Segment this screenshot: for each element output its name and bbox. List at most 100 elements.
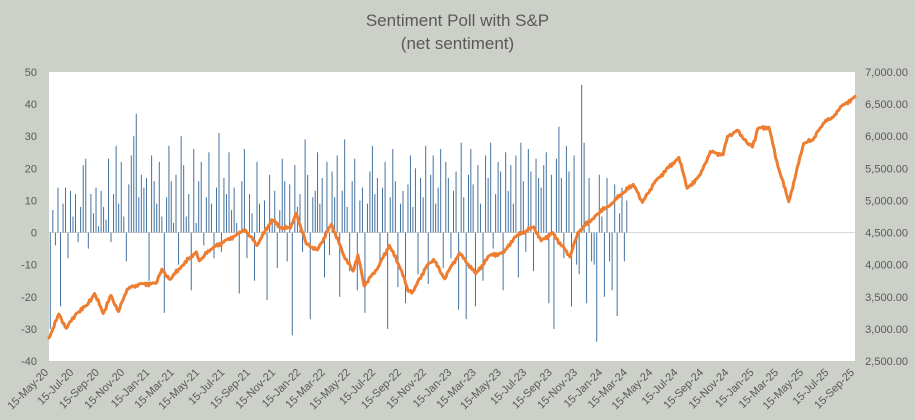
right-axis-tick-label: 6,500.00 [865,99,908,111]
sentiment-bar [153,181,155,233]
sentiment-bar [291,232,293,336]
left-axis-tick-label: -10 [21,260,37,272]
sentiment-bar [133,136,135,233]
sentiment-bar [205,197,207,233]
sentiment-bar [281,158,283,233]
sentiment-bar [392,149,394,233]
sentiment-bar [80,206,82,233]
sentiment-bar [128,184,130,233]
sentiment-bar [394,181,396,233]
sentiment-bar [440,149,442,233]
sentiment-bar [193,149,195,233]
sentiment-bar [485,155,487,233]
sentiment-bar [598,174,600,233]
left-axis-tick-label: 40 [25,99,37,111]
sentiment-bar [349,232,351,272]
left-axis-tick-label: -30 [21,324,37,336]
sentiment-bar [432,155,434,233]
sentiment-bar [210,203,212,233]
sentiment-bar [382,187,384,233]
sentiment-bar [326,161,328,233]
sentiment-bar [507,190,509,233]
sentiment-bar [138,197,140,233]
sentiment-bar [611,232,613,291]
sentiment-bar [334,197,336,233]
sentiment-bar [156,203,158,233]
sentiment-bar [555,158,557,233]
sentiment-bar [135,113,137,233]
sentiment-bar [474,232,476,307]
sentiment-bar [62,203,64,233]
sentiment-bar [614,184,616,233]
sentiment-bar [435,203,437,233]
sentiment-bar [286,232,288,262]
sentiment-bar [145,177,147,233]
sentiment-bar [256,161,258,233]
sentiment-bar [505,152,507,233]
left-axis-tick-label: 20 [25,163,37,175]
sentiment-bar [603,232,605,297]
sentiment-bar [294,165,296,233]
sentiment-bar [90,194,92,233]
sentiment-bar [560,177,562,233]
sentiment-bar [420,177,422,233]
sentiment-bar [573,155,575,233]
sentiment-bar [470,149,472,233]
sentiment-bar [151,155,153,233]
sentiment-bar [218,133,220,233]
right-axis-tick-label: 3,000.00 [865,324,908,336]
right-axis-tick-label: 5,500.00 [865,163,908,175]
sentiment-bar [517,232,519,278]
sentiment-bar [495,194,497,233]
sentiment-bar [115,145,117,233]
sentiment-bar [60,232,62,307]
sentiment-bar [417,232,419,275]
sentiment-bar [168,145,170,233]
sentiment-bar [452,190,454,233]
left-axis-tick-label: -20 [21,292,37,304]
sentiment-bar [110,232,112,243]
sentiment-bar [437,187,439,233]
sentiment-bar [70,190,71,233]
chart-title: Sentiment Poll with S&P [365,11,550,30]
sentiment-bar [274,190,276,233]
sentiment-bar [578,232,580,275]
sentiment-bar [231,210,233,233]
sentiment-bar [527,149,529,233]
sentiment-bar [422,197,424,233]
sentiment-bar [98,226,100,233]
sentiment-bar [215,187,217,233]
sentiment-bar [188,194,190,233]
sentiment-bar [75,194,77,233]
sentiment-bar [87,232,89,249]
sentiment-bar [279,210,281,233]
sentiment-bar [407,184,409,233]
sentiment-bar [379,232,381,262]
sentiment-bar [123,216,125,233]
sentiment-bar [143,187,145,233]
sentiment-bar [302,232,304,252]
right-axis-tick-label: 7,000.00 [865,67,908,79]
sentiment-bar [178,232,180,265]
sentiment-bar [77,232,79,243]
left-axis-tick-label: -40 [21,356,37,368]
sentiment-bar [52,210,54,233]
sentiment-bar [371,145,373,233]
sentiment-bar [477,165,479,233]
sentiment-bar [361,187,363,233]
sentiment-bar [331,171,333,233]
sentiment-bar [445,161,447,233]
sentiment-bar [65,187,67,233]
sentiment-bar [450,232,452,259]
right-axis-tick-label: 5,000.00 [865,195,908,207]
sentiment-bar [616,232,618,317]
right-axis-tick-label: 6,000.00 [865,131,908,143]
sentiment-bar [500,171,502,233]
sentiment-bar [140,174,142,233]
sentiment-bar [596,232,598,342]
sentiment-bar [458,232,460,310]
sentiment-bar [460,142,462,233]
sentiment-bar [593,232,595,265]
sentiment-bar [312,197,314,233]
